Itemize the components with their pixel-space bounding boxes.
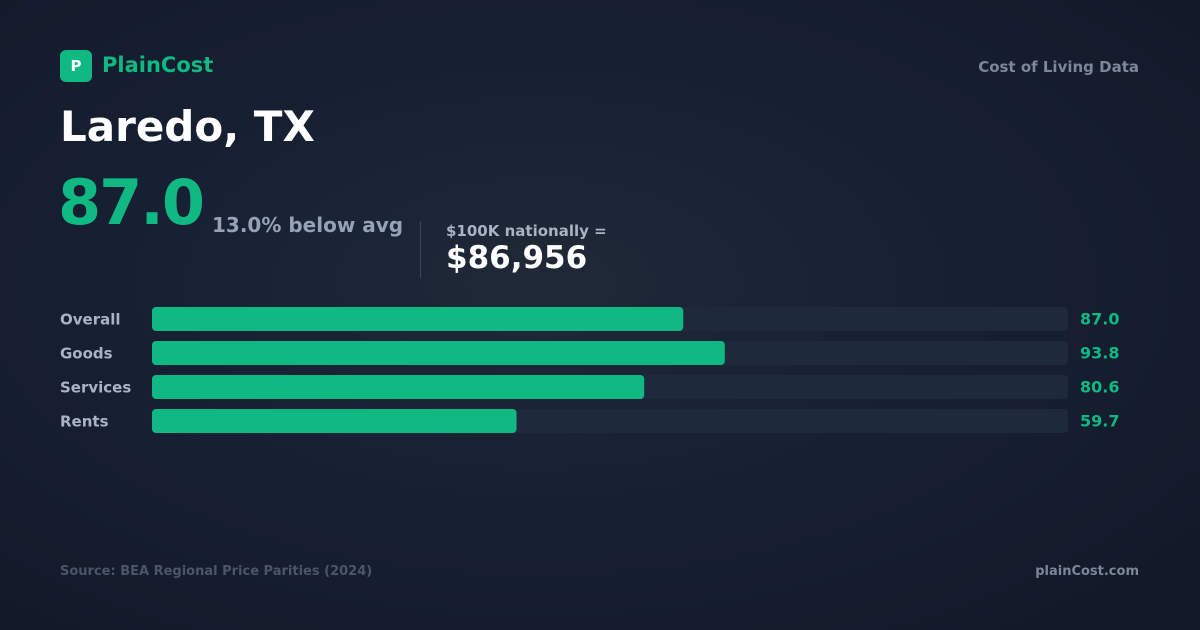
value-label: 87.0	[1080, 310, 1119, 329]
value-label: 80.6	[1080, 378, 1119, 397]
source: Source: BEA Regional Price Parities (202…	[60, 564, 373, 579]
site-link: plainCost.com	[1035, 564, 1139, 579]
bar	[152, 307, 684, 331]
bar	[152, 409, 517, 433]
tagline: Cost of Living Data	[978, 58, 1139, 76]
city: Laredo, TX	[60, 102, 315, 151]
index-value: 87.0	[58, 166, 205, 239]
difference: 13.0% below avg	[212, 213, 404, 237]
brand: PlainCost	[102, 53, 214, 77]
equivalent-value: $86,956	[446, 240, 588, 276]
divider	[420, 221, 421, 278]
category-label: Rents	[60, 413, 109, 431]
category-label: Services	[60, 379, 131, 397]
bar	[152, 375, 645, 399]
value-label: 93.8	[1080, 344, 1119, 363]
category-label: Goods	[60, 345, 113, 363]
category-label: Overall	[60, 311, 121, 329]
logo: P	[60, 50, 92, 82]
equivalent-label: $100K nationally =	[446, 222, 607, 240]
bar	[152, 341, 725, 365]
value-label: 59.7	[1080, 412, 1119, 431]
